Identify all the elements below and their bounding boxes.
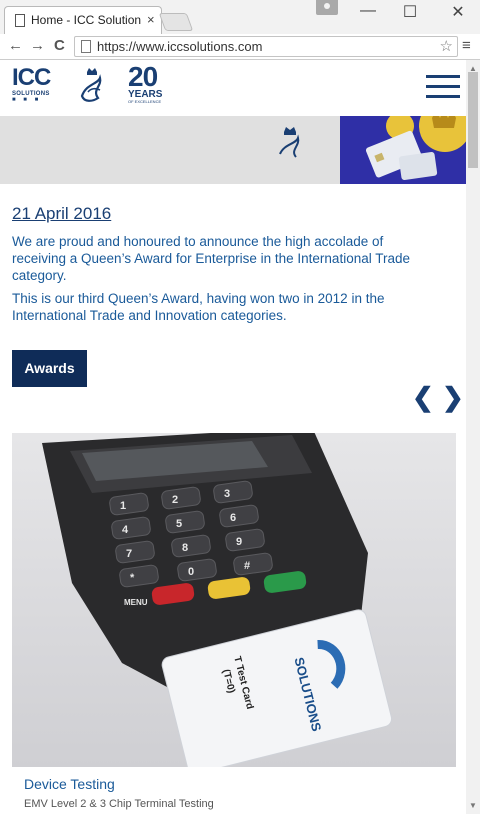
card-title-link[interactable]: Device Testing: [24, 776, 115, 792]
key-label: 2: [172, 494, 178, 506]
award-photo-graphic: [340, 116, 466, 184]
award-photo: [340, 116, 466, 184]
awards-button[interactable]: Awards: [12, 350, 87, 387]
close-window-button[interactable]: ✕: [451, 4, 465, 21]
news-paragraph: This is our third Queen’s Award, having …: [12, 291, 385, 323]
key-label: 6: [230, 512, 236, 524]
bookmark-star-icon[interactable]: ☆: [439, 38, 453, 55]
user-profile-icon[interactable]: [316, 0, 338, 15]
minimize-button[interactable]: —: [360, 2, 376, 19]
carousel-prev-icon[interactable]: ❮: [412, 382, 434, 412]
back-button[interactable]: ←: [8, 37, 23, 54]
news-paragraph: We are proud and honoured to announce th…: [12, 234, 410, 283]
page-icon: [81, 40, 91, 53]
key-label: 3: [224, 488, 230, 500]
anniversary-label: YEARS: [128, 89, 163, 100]
tab-title: Home - ICC Solution: [31, 13, 141, 27]
twenty-years-logo: 20 YEARS OF EXCELLENCE: [128, 61, 174, 105]
device-testing-image[interactable]: 1 2 3 4 5 6 7 8 9 * 0 # MENU SOLUTIONS: [12, 433, 456, 767]
queens-award-logo: [78, 66, 106, 104]
scroll-down-icon[interactable]: ▼: [469, 801, 477, 810]
key-label: 8: [182, 542, 188, 554]
site-header: ICC SOLUTIONS ■ ■ ■ 20 YEARS OF EXCELLEN…: [0, 60, 466, 116]
key-label: 5: [176, 518, 182, 530]
queens-award-emblem: [268, 124, 312, 180]
hamburger-menu-icon[interactable]: [426, 75, 460, 99]
web-page: ICC SOLUTIONS ■ ■ ■ 20 YEARS OF EXCELLEN…: [0, 60, 466, 814]
maximize-button[interactable]: ☐: [402, 4, 418, 21]
icc-logo[interactable]: ICC SOLUTIONS ■ ■ ■: [12, 66, 52, 106]
browser-toolbar: ← → C https://www.iccsolutions.com ☆ ≡: [0, 34, 480, 60]
key-label: 1: [120, 500, 126, 512]
key-menu-label: MENU: [124, 598, 148, 607]
key-label: 0: [188, 566, 194, 578]
reload-button[interactable]: C: [54, 37, 65, 54]
news-date-link[interactable]: 21 April 2016: [12, 204, 112, 223]
browser-tab-strip: Home - ICC Solution × — ☐ ✕: [0, 0, 480, 34]
card-subtitle: EMV Level 2 & 3 Chip Terminal Testing: [24, 798, 214, 810]
key-label: 9: [236, 536, 242, 548]
page-icon: [15, 14, 25, 27]
award-banner: [0, 116, 466, 184]
logo-text: ICC: [12, 64, 51, 91]
new-tab-button[interactable]: [158, 13, 194, 31]
scroll-thumb[interactable]: [468, 72, 478, 168]
address-bar[interactable]: https://www.iccsolutions.com ☆: [74, 36, 458, 57]
browser-tab[interactable]: Home - ICC Solution ×: [4, 6, 162, 34]
key-label: #: [244, 560, 250, 572]
url-text[interactable]: https://www.iccsolutions.com: [97, 39, 263, 54]
payment-terminal-graphic: 1 2 3 4 5 6 7 8 9 * 0 # MENU SOLUTIONS: [12, 433, 456, 767]
forward-button[interactable]: →: [30, 37, 45, 54]
tab-close-icon[interactable]: ×: [147, 12, 155, 27]
anniversary-sub: OF EXCELLENCE: [128, 99, 162, 104]
award-emblem-icon: [279, 127, 300, 158]
carousel-next-icon[interactable]: ❯: [442, 382, 464, 412]
emblem-caption: [268, 158, 312, 170]
anniversary-number: 20: [128, 61, 158, 92]
vertical-scrollbar[interactable]: ▲ ▼: [466, 60, 480, 814]
crown-emblem-icon: [80, 68, 102, 102]
key-label: 7: [126, 548, 132, 560]
logo-dots: ■ ■ ■: [12, 97, 42, 103]
scroll-up-icon[interactable]: ▲: [469, 64, 477, 73]
key-label: 4: [122, 524, 129, 536]
logo-subtext: SOLUTIONS: [12, 91, 50, 97]
key-label: *: [130, 572, 135, 584]
browser-menu-icon[interactable]: ≡: [462, 37, 471, 54]
